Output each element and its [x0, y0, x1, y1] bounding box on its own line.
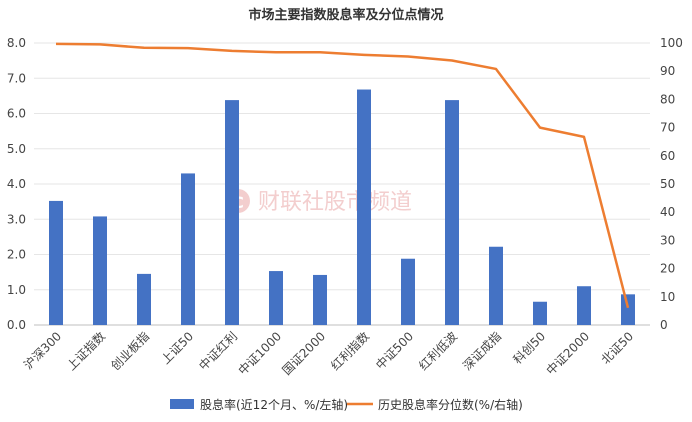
x-tick-label: 北证50: [598, 329, 636, 367]
right-tick-label: 60: [660, 149, 675, 163]
x-tick-label: 中证红利: [196, 329, 241, 374]
right-tick-label: 90: [660, 64, 675, 78]
x-tick-label: 上证50: [158, 329, 196, 367]
left-tick-label: 0.0: [7, 318, 26, 332]
bar: [49, 200, 63, 325]
left-tick-label: 6.0: [7, 107, 26, 121]
legend: 股息率(近12个月、%/左轴) 历史股息率分位数(%/右轴): [170, 397, 523, 412]
bar: [269, 271, 283, 325]
bar: [489, 246, 503, 325]
chart-title: 市场主要指数股息率及分位点情况: [248, 7, 443, 23]
left-axis-ticks: 0.0 1.0 2.0 3.0 4.0 5.0 6.0 7.0 8.0: [7, 36, 26, 332]
bar: [137, 273, 151, 325]
right-axis-ticks: 0 10 20 30 40 50 60 70 80 90 100: [660, 36, 683, 332]
left-tick-label: 5.0: [7, 142, 26, 156]
legend-bar-label: 股息率(近12个月、%/左轴): [200, 397, 348, 412]
left-tick-label: 4.0: [7, 177, 26, 191]
legend-bar-swatch: [170, 399, 194, 409]
x-tick-label: 国证2000: [280, 329, 328, 377]
bar: [445, 100, 459, 325]
left-tick-label: 2.0: [7, 248, 26, 262]
gridlines: [34, 42, 650, 326]
bar: [93, 216, 107, 325]
right-tick-label: 40: [660, 205, 675, 219]
watermark-text: 财联社股市频道: [258, 190, 412, 215]
x-tick-label: 科创50: [510, 329, 548, 367]
right-tick-label: 20: [660, 262, 675, 276]
line-path: [55, 42, 630, 309]
x-tick-label: 深证成指: [460, 329, 505, 374]
line-series: [55, 42, 630, 309]
x-tick-label: 中证500: [372, 329, 416, 373]
left-tick-label: 8.0: [7, 36, 26, 50]
right-tick-label: 30: [660, 233, 675, 247]
left-tick-label: 3.0: [7, 212, 26, 226]
x-tick-label: 沪深300: [21, 329, 64, 372]
bar: [577, 286, 591, 325]
bar: [313, 274, 327, 325]
x-tick-label: 上证指数: [64, 329, 109, 374]
x-tick-label: 中证2000: [543, 329, 592, 378]
bar: [401, 258, 415, 325]
left-tick-label: 7.0: [7, 71, 26, 85]
x-tick-label: 红利指数: [328, 329, 373, 374]
right-tick-label: 80: [660, 92, 675, 106]
x-tick-label: 中证1000: [235, 329, 284, 378]
watermark: C 财联社股市频道: [226, 189, 412, 215]
bar: [181, 173, 195, 325]
bar: [225, 100, 239, 325]
x-tick-label: 红利低波: [416, 329, 461, 374]
legend-line-label: 历史股息率分位数(%/右轴): [378, 397, 523, 412]
bar: [533, 301, 547, 325]
bar: [357, 89, 371, 325]
right-tick-label: 10: [660, 290, 675, 304]
right-tick-label: 70: [660, 121, 675, 135]
left-tick-label: 1.0: [7, 283, 26, 297]
bar-series: [49, 89, 635, 325]
right-tick-label: 50: [660, 177, 675, 191]
right-tick-label: 100: [660, 36, 683, 50]
right-tick-label: 0: [660, 318, 668, 332]
bar: [621, 294, 635, 325]
x-tick-label: 创业板指: [108, 329, 153, 374]
